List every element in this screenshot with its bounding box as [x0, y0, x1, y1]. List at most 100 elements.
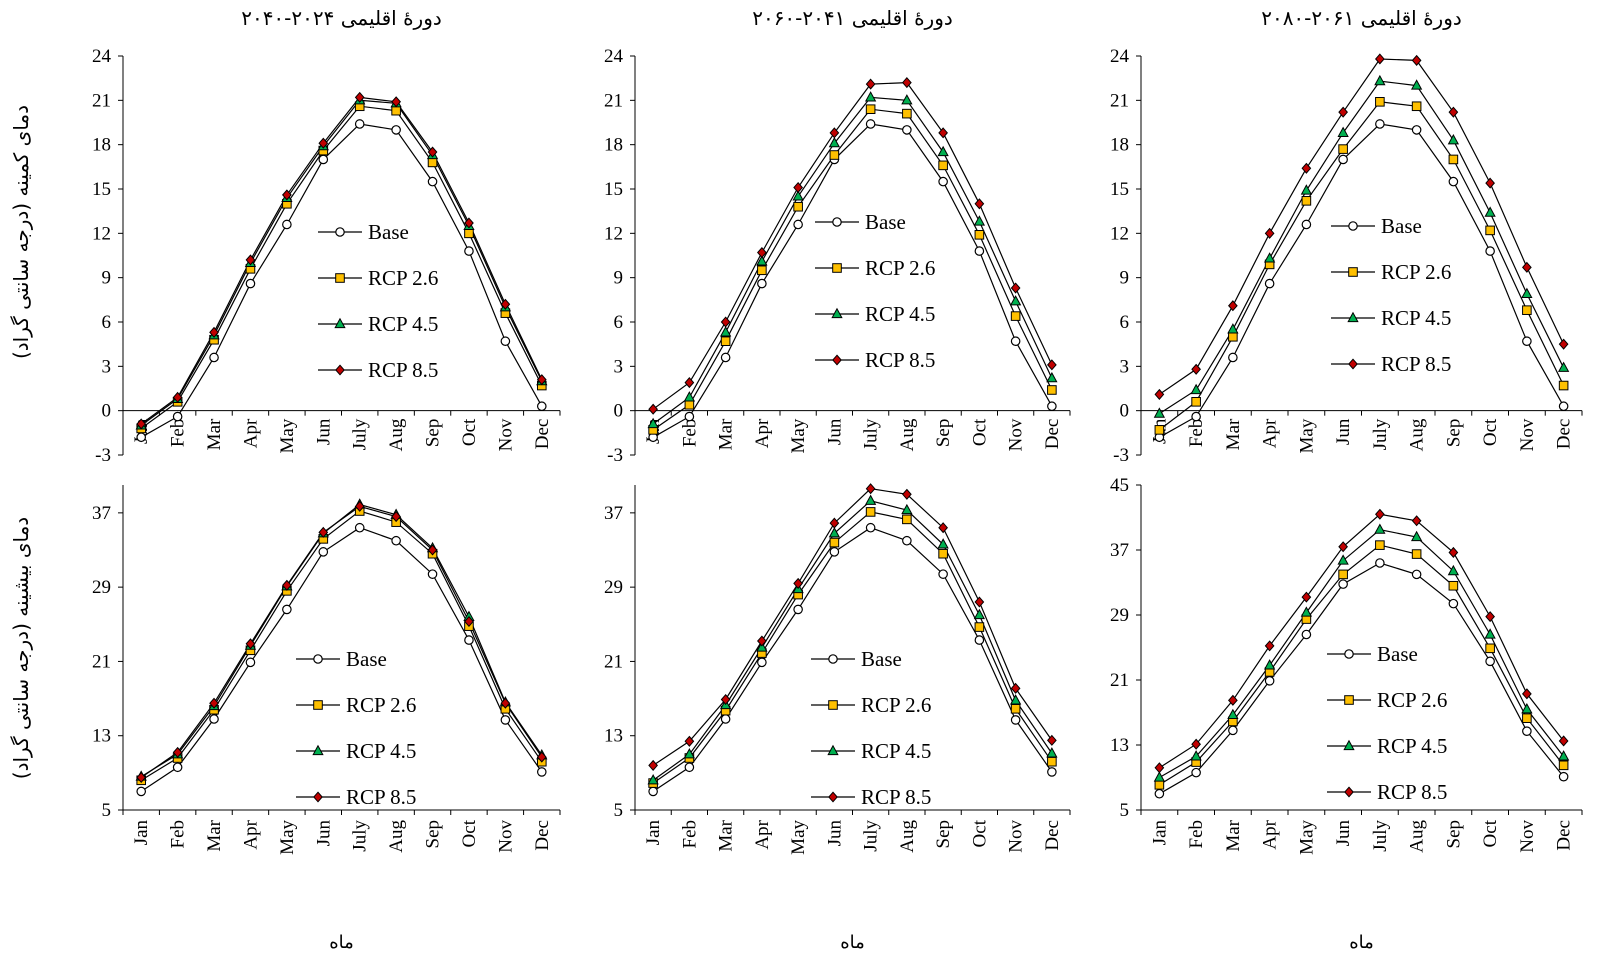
data-point: [464, 615, 474, 628]
data-point: [282, 604, 292, 615]
data-point: [1411, 549, 1422, 559]
data-point: [427, 569, 438, 579]
data-point: [793, 201, 803, 212]
legend-marker: [832, 263, 842, 273]
data-point: [902, 125, 912, 135]
y-tick-label: -3: [607, 445, 623, 466]
x-tick-label: Dec: [1554, 820, 1575, 851]
series-line-rcp-45: [652, 500, 1053, 781]
data-point: [1154, 780, 1165, 790]
legend-marker: [1344, 649, 1354, 659]
legend-label: Base: [1381, 214, 1422, 238]
data-point: [684, 735, 695, 747]
y-tick-label: 37: [604, 503, 623, 524]
data-point: [1338, 541, 1348, 553]
x-tick-label: May: [277, 820, 298, 855]
data-point: [427, 157, 438, 168]
data-point: [1521, 287, 1533, 299]
x-tick-label: Aug: [386, 820, 407, 853]
y-tick-label: 12: [92, 223, 111, 244]
chart-panel-3: دورهٔ اقلیمی ۲۰۶۱-۲۰۸۰-303691215182124Ja…: [1110, 6, 1583, 466]
data-point: [757, 265, 767, 276]
series-line-base: [140, 123, 543, 438]
data-point: [536, 374, 547, 386]
data-point: [1558, 338, 1569, 350]
data-point: [1300, 606, 1313, 617]
y-tick-label: 24: [1110, 46, 1130, 67]
x-tick-label: Mar: [1223, 418, 1244, 450]
data-point: [172, 391, 183, 403]
data-point: [500, 336, 511, 347]
x-tick-label: Feb: [1186, 419, 1207, 448]
x-tick-label: Aug: [386, 418, 407, 451]
data-point: [1154, 762, 1165, 774]
legend-label: Base: [861, 647, 902, 671]
chart-panel-6: 5 13 21 29 37 45 Jan Feb Mar Apr May Jun July Aug Sep O…: [1110, 475, 1583, 953]
x-axis-title: ماه: [1349, 932, 1374, 953]
data-point: [902, 514, 912, 525]
x-tick-label: Feb: [679, 419, 700, 448]
x-tick-label: Dec: [1042, 820, 1063, 851]
data-point: [209, 697, 219, 709]
data-point: [536, 751, 547, 763]
legend-label: RCP 8.5: [1377, 780, 1447, 804]
data-point: [318, 137, 329, 149]
data-point: [1228, 694, 1238, 706]
data-point: [974, 198, 985, 210]
x-tick-label: Jan: [643, 820, 664, 846]
data-point: [648, 786, 658, 797]
data-point: [1522, 726, 1532, 736]
legend-marker: [313, 700, 323, 710]
legend-marker: [1348, 267, 1358, 277]
data-point: [1485, 656, 1495, 667]
data-point: [1375, 119, 1385, 129]
data-point: [865, 507, 876, 517]
x-tick-label: July: [1370, 820, 1391, 852]
data-point: [720, 352, 731, 363]
data-point: [136, 786, 147, 797]
data-point: [1484, 628, 1496, 639]
x-tick-label: Mar: [204, 418, 225, 450]
legend-label: RCP 4.5: [861, 739, 931, 763]
data-point: [1375, 508, 1385, 520]
y-tick-label: -3: [1113, 445, 1129, 466]
series-line-rcp-85: [1159, 58, 1565, 395]
x-tick-label: July: [861, 418, 882, 450]
data-point: [1228, 331, 1238, 342]
legend-marker: [832, 217, 842, 227]
legend-label: Base: [368, 220, 409, 244]
data-point: [793, 181, 803, 194]
x-tick-label: Feb: [679, 820, 700, 849]
data-point: [1375, 53, 1385, 65]
series-line-rcp-26: [652, 108, 1053, 431]
data-point: [720, 714, 731, 724]
chart-panel-1: دورهٔ اقلیمی ۲۰۲۴-۲۰۴۰-303691215182124Ja…: [92, 6, 561, 466]
data-point: [648, 403, 658, 415]
x-tick-label: July: [1370, 418, 1391, 450]
legend-label: Base: [1377, 642, 1418, 666]
data-point: [865, 522, 876, 533]
data-point: [1411, 54, 1422, 66]
data-point: [1047, 385, 1057, 395]
data-point: [901, 503, 913, 515]
legend-marker: [335, 364, 345, 376]
legend-label: RCP 4.5: [1381, 306, 1451, 330]
data-point: [937, 145, 949, 157]
data-point: [1411, 125, 1422, 135]
data-point: [684, 399, 695, 410]
data-point: [1485, 177, 1495, 189]
x-tick-label: Jun: [824, 820, 845, 847]
data-point: [464, 246, 474, 256]
data-point: [1447, 564, 1460, 576]
data-point: [1009, 694, 1022, 705]
chart-panels: دورهٔ اقلیمی ۲۰۲۴-۲۰۴۰ -3 0 3 6 9 12 15 18 21 24 Ja…: [92, 6, 1583, 953]
data-point: [1301, 219, 1312, 230]
legend-label: RCP 4.5: [1377, 734, 1447, 758]
data-point: [647, 774, 659, 785]
x-tick-label: Jan: [1149, 820, 1170, 846]
data-point: [1558, 380, 1569, 391]
data-point: [1191, 411, 1201, 422]
data-point: [1338, 144, 1348, 154]
y-tick-label: 12: [1110, 223, 1129, 244]
